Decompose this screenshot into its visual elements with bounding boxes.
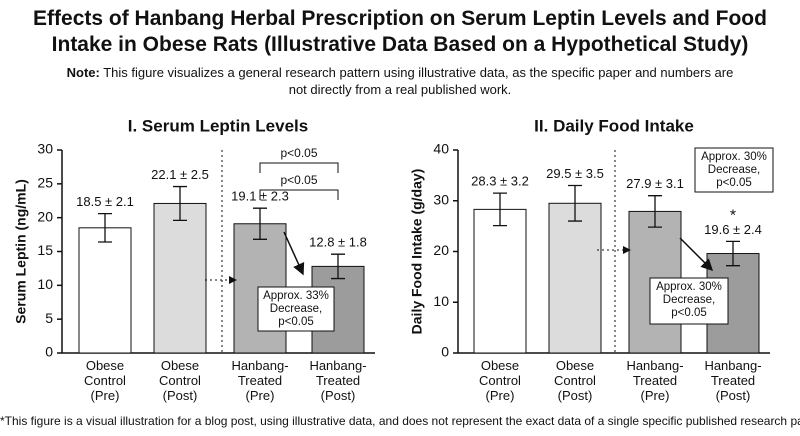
error-bar: [331, 253, 345, 280]
x-tick-label: Obese Control (Pre): [479, 358, 521, 403]
subplot-title: I. Serum Leptin Levels: [128, 116, 308, 135]
bar: [153, 202, 207, 354]
arrow: [679, 237, 714, 272]
y-tick-label: 20: [433, 242, 449, 258]
bar: [473, 208, 527, 354]
x-tick-label: Obese Control (Post): [159, 358, 201, 403]
annotation-text: p<0.05: [278, 316, 314, 328]
bar: [548, 202, 602, 354]
annotation-text: Approx. 30%: [701, 151, 767, 163]
note-label: Note:: [66, 65, 100, 80]
note-text: This figure visualizes a general researc…: [103, 65, 734, 97]
error-bar: [568, 184, 582, 222]
x-tick-label: Hanbang-Treated (Post): [704, 358, 762, 403]
value-label: 18.5 ± 2.1: [76, 194, 134, 209]
y-tick-label: 25: [37, 175, 53, 191]
y-tick-label: 0: [441, 344, 449, 360]
significance-marker: *: [730, 208, 736, 225]
value-label: 12.8 ± 1.8: [309, 235, 367, 250]
x-tick-label: Hanbang-Treated (Pre): [231, 358, 289, 403]
y-axis-label: Daily Food Intake (g/day): [409, 169, 425, 335]
y-tick-label: 5: [45, 310, 53, 326]
x-tick-label: Hanbang-Treated (Pre): [626, 358, 684, 403]
y-tick-label: 15: [37, 242, 53, 258]
y-tick-label: 40: [433, 141, 449, 157]
bracket-label: p<0.05: [280, 146, 317, 160]
bar: [78, 227, 132, 354]
annotation-text: p<0.05: [671, 307, 707, 319]
annotation-box: [694, 147, 774, 193]
error-bar: [173, 185, 187, 222]
footnote: *This figure is a visual illustration fo…: [0, 414, 800, 428]
y-tick-label: 30: [433, 191, 449, 207]
annotation-text: p<0.05: [716, 177, 752, 189]
y-tick-label: 10: [433, 293, 449, 309]
value-label: 19.6 ± 2.4: [704, 222, 762, 237]
figure-title: Effects of Hanbang Herbal Prescription o…: [33, 7, 767, 56]
y-axis-label: Serum Leptin (ng/mL): [13, 179, 29, 324]
annotation-text: Decrease,: [708, 164, 760, 176]
arrow: [283, 231, 305, 276]
value-label: 28.3 ± 3.2: [471, 174, 529, 189]
significance-bracket: [259, 189, 339, 200]
error-bar: [98, 212, 112, 243]
annotation-text: Decrease,: [270, 303, 322, 315]
error-bar: [253, 207, 267, 240]
subplot-title: II. Daily Food Intake: [534, 116, 694, 135]
y-tick-label: 10: [37, 276, 53, 292]
value-label: 27.9 ± 3.1: [626, 176, 684, 191]
error-bar: [726, 240, 740, 267]
value-label: 29.5 ± 3.5: [546, 166, 604, 181]
error-bar: [648, 195, 662, 228]
error-bar: [493, 192, 507, 227]
annotation-text: Decrease,: [663, 294, 715, 306]
value-label: 22.1 ± 2.5: [151, 167, 209, 182]
y-tick-label: 0: [45, 344, 53, 360]
bracket-label: p<0.05: [280, 173, 317, 187]
annotation-text: Approx. 33%: [263, 290, 329, 302]
significance-bracket: [259, 162, 339, 173]
x-tick-label: Hanbang-Treated (Post): [309, 358, 367, 403]
annotation-box: [257, 286, 335, 332]
x-tick-label: Obese Control (Post): [554, 358, 596, 403]
annotation-text: Approx. 30%: [656, 281, 722, 293]
y-tick-label: 20: [37, 208, 53, 224]
y-tick-label: 30: [37, 141, 53, 157]
annotation-box: [649, 277, 729, 325]
x-tick-label: Obese Control (Pre): [84, 358, 126, 403]
note: Note: This figure visualizes a general r…: [60, 64, 740, 98]
